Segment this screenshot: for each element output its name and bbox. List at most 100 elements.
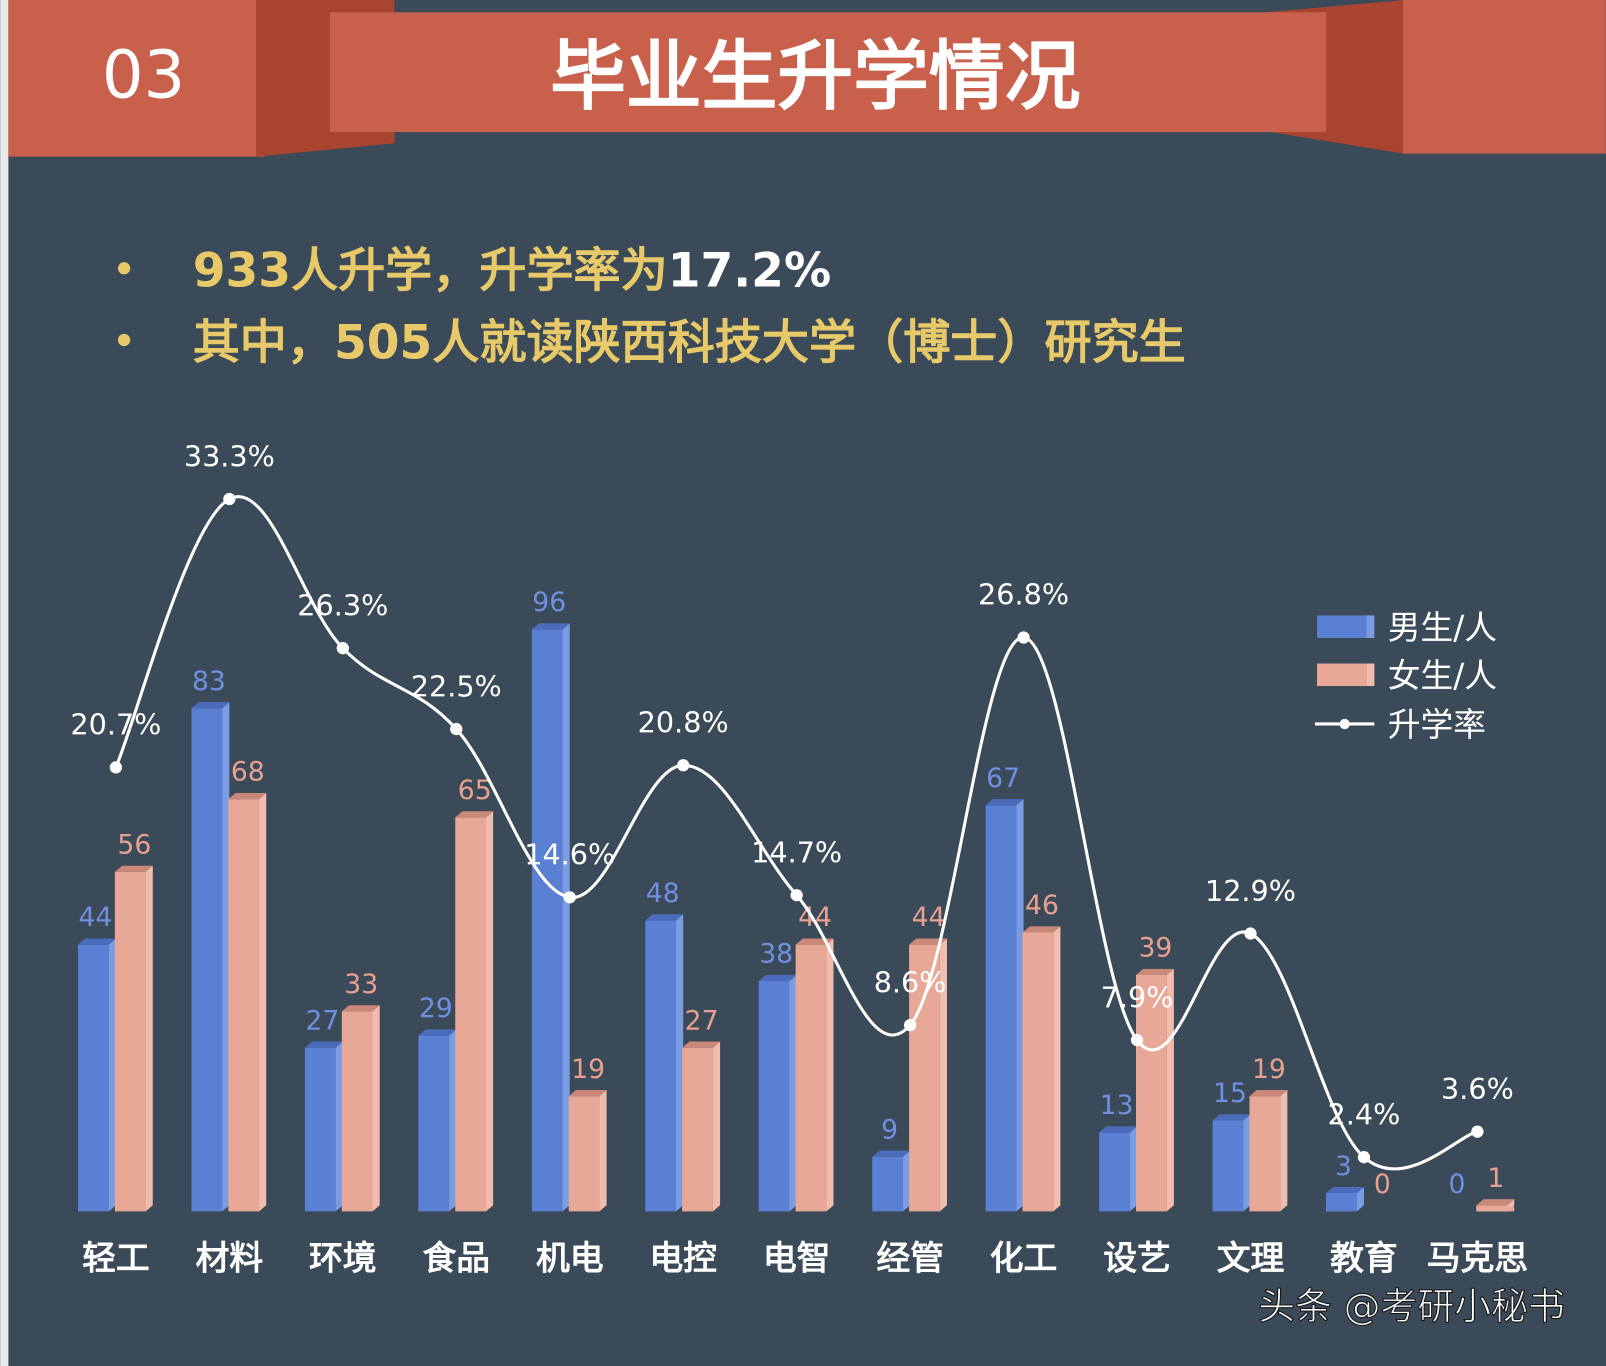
rate-point <box>903 1018 917 1032</box>
bar-boys <box>418 1029 457 1212</box>
bar-boys-side <box>449 1029 457 1212</box>
legend-swatch-girls <box>1317 663 1367 687</box>
bar-boys-front <box>758 981 790 1212</box>
legend-swatch-girls-side <box>1366 663 1375 687</box>
bullet-1-text: 933人升学，升学率为 <box>193 244 668 299</box>
rate-point <box>109 761 123 774</box>
rate-value-label: 33.3% <box>184 439 275 473</box>
bar-boys-side <box>902 1150 911 1212</box>
rate-value-label: 14.7% <box>751 835 842 869</box>
bar-girls-front <box>228 799 260 1212</box>
bullet-dot <box>117 262 131 275</box>
x-tick-label: 马克思 <box>1427 1239 1528 1278</box>
girls-value-label: 19 <box>571 1054 605 1085</box>
bar-girls-side <box>372 1005 380 1212</box>
rate-value-label: 20.7% <box>70 708 161 742</box>
boys-value-label: 13 <box>1100 1090 1134 1121</box>
bullet-1-highlight: 17.2% <box>668 244 831 299</box>
bar-boys-short <box>1326 1192 1357 1212</box>
bar-girls-top <box>1476 1199 1515 1206</box>
bar-girls-front <box>114 871 146 1212</box>
bar-boys-side <box>676 914 684 1212</box>
boys-value-label: 27 <box>305 1005 339 1036</box>
bar-girls-front <box>455 817 486 1212</box>
bar-boys-front <box>1212 1120 1244 1212</box>
bar-boys-side <box>789 974 797 1212</box>
rate-value-label: 26.3% <box>297 588 388 622</box>
bar-girls-top <box>909 938 947 945</box>
bar-boys <box>872 1150 911 1212</box>
bar-girls-side <box>485 811 494 1212</box>
bar-boys-side <box>108 938 116 1212</box>
bullet-1: 933人升学，升学率为17.2% <box>193 244 831 299</box>
bar-girls-top <box>1022 926 1061 933</box>
girls-value-label: 46 <box>1025 890 1059 921</box>
boys-value-label: 29 <box>419 993 453 1024</box>
rate-point <box>677 759 690 772</box>
bar-girls-side <box>145 865 153 1212</box>
x-tick-label: 电智 <box>763 1239 831 1278</box>
bar-boys <box>758 974 797 1212</box>
bar-boys-top <box>758 974 797 982</box>
bar-boys <box>1099 1126 1138 1212</box>
rate-point <box>1244 927 1257 940</box>
bar-boys-side <box>335 1041 343 1212</box>
bar-girls-thin <box>1476 1206 1515 1212</box>
x-tick-label: 材料 <box>196 1239 264 1278</box>
bar-girls-side <box>259 793 267 1212</box>
bar-girls-front <box>682 1047 713 1212</box>
bar-girls <box>341 1005 380 1212</box>
bar-boys-side <box>1243 1114 1251 1212</box>
bar-boys-top <box>1099 1126 1138 1133</box>
bar-boys <box>985 799 1024 1212</box>
bar-boys-front <box>78 944 109 1212</box>
bar-girls <box>682 1041 721 1212</box>
girls-value-label: 33 <box>344 969 378 1000</box>
bar-girls-front <box>795 944 827 1212</box>
bar-girls-front <box>568 1096 600 1212</box>
x-tick-label: 轻工 <box>82 1239 150 1278</box>
legend-marker-rate <box>1339 718 1350 730</box>
section-block <box>8 0 265 157</box>
bar-boys-front <box>645 920 677 1212</box>
bullet-2: 其中，505人就读陕西科技大学（博士）研究生 <box>193 315 1186 370</box>
bar-girls-side <box>1166 968 1174 1212</box>
girls-value-label: 65 <box>458 775 492 806</box>
boys-value-label: 67 <box>986 763 1020 794</box>
bar-boys <box>304 1041 343 1212</box>
girls-value-label: 56 <box>117 829 151 860</box>
boys-value-label: 15 <box>1213 1078 1247 1109</box>
girls-value-label: 1 <box>1487 1163 1504 1194</box>
bar-boys-side <box>1016 799 1024 1212</box>
bar-girls <box>114 865 153 1212</box>
girls-value-label: 27 <box>685 1005 719 1036</box>
rate-value-label: 20.8% <box>638 706 729 740</box>
bar-girls-front <box>1022 932 1054 1212</box>
bar-boys-top <box>418 1029 457 1036</box>
bar-boys-top <box>645 914 684 921</box>
rate-value-label: 14.6% <box>524 838 615 872</box>
boys-value-label: 83 <box>192 666 226 697</box>
bar-boys-top <box>1212 1114 1251 1121</box>
bar-girls <box>568 1090 607 1212</box>
bar-boys-front <box>191 708 223 1212</box>
boys-value-label: 3 <box>1335 1151 1352 1182</box>
girls-value-label: 0 <box>1374 1169 1391 1200</box>
boys-value-label: 44 <box>78 902 112 933</box>
bar-girls-top <box>1136 968 1174 975</box>
girls-value-label: 39 <box>1139 933 1173 964</box>
x-tick-label: 经管 <box>876 1239 944 1278</box>
bar-boys-front <box>985 805 1017 1212</box>
bar-girls <box>1022 926 1061 1212</box>
bar-boys-top <box>531 623 570 630</box>
legend-swatch-boys-side <box>1366 615 1375 638</box>
header-banner: 03 毕业生升学情况 <box>8 0 1606 157</box>
rate-point <box>1471 1125 1484 1138</box>
bar-boys <box>645 914 684 1212</box>
legend: 男生/人 女生/人 升学率 <box>1314 609 1497 744</box>
bar-girls-side <box>599 1090 607 1212</box>
rate-point <box>1017 631 1030 644</box>
bar-boys-front <box>1099 1132 1130 1212</box>
x-tick-label: 机电 <box>536 1239 604 1278</box>
boys-value-label: 48 <box>646 878 680 909</box>
